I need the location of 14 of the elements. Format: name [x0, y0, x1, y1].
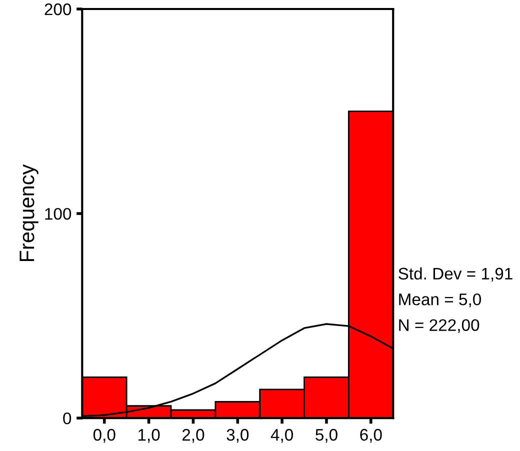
x-tick-label: 4,0 — [270, 428, 293, 443]
x-tick-label: 3,0 — [226, 428, 249, 443]
x-tick-label: 0,0 — [93, 428, 116, 443]
x-tick-label: 6,0 — [360, 428, 382, 443]
text: Std. Dev = 1,91 — [398, 267, 512, 282]
x-tick-label: 1,0 — [138, 428, 160, 443]
x-tick-label: 2,0 — [182, 428, 204, 443]
x-tick-label: 5,0 — [316, 428, 338, 443]
text: N = 222,00 — [399, 319, 480, 333]
y-tick-label: 200 — [44, 3, 72, 16]
text: Mean = 5,0 — [399, 293, 481, 308]
y-axis-title: Frequency — [20, 164, 38, 262]
y-tick-label: 100 — [45, 208, 72, 220]
y-tick-label: 0 — [63, 412, 72, 424]
